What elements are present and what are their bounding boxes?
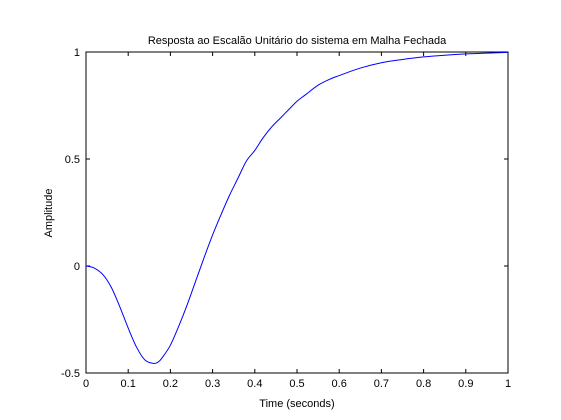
y-axis-label: Amplitude — [43, 189, 55, 238]
x-tick-label: 0.3 — [205, 378, 220, 390]
x-tick-label: 0.4 — [247, 378, 262, 390]
chart-title: Resposta ao Escalão Unitário do sistema … — [148, 35, 447, 47]
y-tick-label: -0.5 — [61, 368, 80, 380]
x-tick-label: 1 — [505, 378, 511, 390]
x-axis-label: Time (seconds) — [259, 398, 334, 410]
y-axis-ticks: -0.5 0 0.5 1 — [61, 47, 508, 380]
y-tick-label: 0 — [74, 261, 80, 273]
x-tick-label: 0.2 — [163, 378, 178, 390]
y-tick-label: 1 — [74, 47, 80, 59]
plot-area — [85, 51, 509, 374]
x-tick-label: 0.9 — [458, 378, 473, 390]
x-tick-label: 0.8 — [416, 378, 431, 390]
series-line — [85, 51, 509, 364]
x-tick-label: 0 — [83, 378, 89, 390]
x-axis-ticks: 0 0.1 0.2 0.3 0.4 0.5 0.6 0.7 0.8 0.9 1 — [83, 52, 511, 390]
x-tick-label: 0.6 — [332, 378, 347, 390]
x-tick-label: 0.7 — [374, 378, 389, 390]
y-tick-label: 0.5 — [65, 154, 80, 166]
x-tick-label: 0.1 — [121, 378, 136, 390]
x-tick-label: 0.5 — [289, 378, 304, 390]
